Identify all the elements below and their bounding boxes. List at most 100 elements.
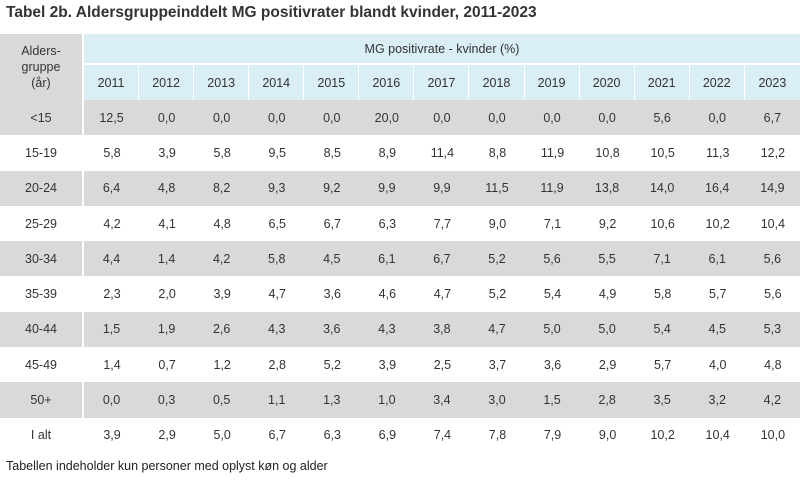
rate-cell: 2,0: [139, 276, 195, 312]
rate-cell: 8,9: [359, 135, 415, 171]
table-row: 40-44 1,5 1,9 2,6 4,3 3,6 4,3 3,8 4,7 5,0 5,0 5,4 4,…: [0, 311, 800, 348]
positivity-rate-table: Alders- gruppe (år) MG positivrate - kvi…: [0, 34, 800, 453]
year-header-cell: 2020: [579, 65, 635, 100]
age-group-label: I alt: [0, 417, 84, 453]
rate-cell: 6,7: [744, 100, 800, 136]
rate-cell: 2,8: [579, 382, 635, 418]
rate-cell: 0,0: [689, 100, 745, 136]
table-row: 20-24 6,4 4,8 8,2 9,3 9,2 9,9 9,9 11,5 11,9 13,8 14…: [0, 170, 800, 206]
rate-cell: 8,5: [304, 135, 360, 171]
table-row: 50+ 0,0 0,3 0,5 1,1 1,3 1,0 3,4 3,0 1,5 2,8 3,5 3,2 4…: [0, 382, 800, 418]
rate-cell: 2,6: [194, 311, 250, 348]
year-header-cell: 2016: [359, 65, 415, 100]
rate-cell: 5,7: [689, 276, 745, 312]
rate-cell: 6,9: [359, 417, 415, 453]
rate-cell: 4,8: [139, 170, 195, 206]
year-header-cell: 2011: [84, 65, 140, 100]
rate-cell: 6,7: [304, 205, 360, 242]
rate-cell: 11,3: [689, 135, 745, 171]
year-header-cell: 2013: [194, 65, 250, 100]
rate-cell: 5,5: [579, 241, 635, 277]
table-row: 15-19 5,8 3,9 5,8 9,5 8,5 8,9 11,4 8,8 11,9 10,8 10…: [0, 135, 800, 171]
rate-cell: 2,8: [249, 347, 305, 383]
rate-cell: 5,0: [579, 311, 635, 348]
rate-cell: 0,7: [139, 347, 195, 383]
year-header-row: 2011 2012 2013 2014 2015 2016 2017 2018 2019 2020…: [0, 65, 800, 100]
rate-cell: 5,2: [469, 241, 525, 277]
rate-cell: 0,0: [304, 100, 360, 136]
rate-cell: 5,7: [634, 347, 690, 383]
rate-cell: 3,6: [304, 311, 360, 348]
rate-cell: 9,0: [579, 417, 635, 453]
rate-cell: 5,8: [634, 276, 690, 312]
year-header-cell: 2017: [414, 65, 470, 100]
rate-cell: 5,0: [194, 417, 250, 453]
rate-cell: 14,9: [744, 170, 800, 206]
age-group-header-line: (år): [31, 76, 51, 90]
rate-cell: 9,0: [469, 205, 525, 242]
rate-cell: 3,9: [194, 276, 250, 312]
age-group-label: 45-49: [0, 347, 84, 383]
rate-cell: 4,5: [689, 311, 745, 348]
rate-cell: 9,2: [304, 170, 360, 206]
age-group-header-line: Alders-: [21, 44, 61, 58]
rate-cell: 5,6: [524, 241, 580, 277]
rate-cell: 5,4: [634, 311, 690, 348]
rate-cell: 6,3: [359, 205, 415, 242]
table-footnote: Tabellen indeholder kun personer med opl…: [6, 459, 328, 473]
rate-cell: 6,7: [414, 241, 470, 277]
table-row: 30-34 4,4 1,4 4,2 5,8 4,5 6,1 6,7 5,2 5,6 5,5 7,1 6,…: [0, 241, 800, 277]
rate-cell: 5,8: [194, 135, 250, 171]
table-row: I alt 3,9 2,9 5,0 6,7 6,3 6,9 7,4 7,8 7,9 9,0 10,2 1…: [0, 417, 800, 453]
rate-cell: 3,2: [689, 382, 745, 418]
table-row: 45-49 1,4 0,7 1,2 2,8 5,2 3,9 2,5 3,7 3,6 2,9 5,7 4,…: [0, 347, 800, 383]
rate-cell: 3,9: [139, 135, 195, 171]
rate-cell: 6,4: [84, 170, 140, 206]
rate-cell: 10,5: [634, 135, 690, 171]
rate-cell: 9,5: [249, 135, 305, 171]
rate-cell: 0,0: [414, 100, 470, 136]
rate-cell: 11,9: [524, 135, 580, 171]
rate-cell: 6,5: [249, 205, 305, 242]
rate-cell: 0,0: [579, 100, 635, 136]
rate-cell: 4,4: [84, 241, 140, 277]
rate-cell: 1,1: [249, 382, 305, 418]
rate-cell: 4,9: [579, 276, 635, 312]
rate-cell: 4,0: [689, 347, 745, 383]
rate-cell: 5,2: [304, 347, 360, 383]
table-body: <15 12,5 0,0 0,0 0,0 0,0 20,0 0,0 0,0 0,0 0,0 5,6 0,…: [0, 100, 800, 453]
rate-cell: 11,5: [469, 170, 525, 206]
rate-cell: 2,9: [139, 417, 195, 453]
rate-cell: 1,5: [84, 311, 140, 348]
rate-cell: 3,0: [469, 382, 525, 418]
rate-cell: 4,7: [469, 311, 525, 348]
rate-cell: 0,0: [194, 100, 250, 136]
rate-cell: 1,4: [84, 347, 140, 383]
rate-cell: 10,2: [689, 205, 745, 242]
rate-cell: 13,8: [579, 170, 635, 206]
rate-cell: 5,0: [524, 311, 580, 348]
rate-cell: 5,8: [84, 135, 140, 171]
rate-cell: 5,4: [524, 276, 580, 312]
rate-cell: 4,3: [359, 311, 415, 348]
rate-cell: 6,1: [359, 241, 415, 277]
rate-cell: 4,6: [359, 276, 415, 312]
rate-cell: 4,7: [414, 276, 470, 312]
rate-cell: 0,0: [469, 100, 525, 136]
rate-cell: 9,9: [414, 170, 470, 206]
rate-cell: 7,1: [634, 241, 690, 277]
rate-cell: 1,3: [304, 382, 360, 418]
rate-cell: 0,0: [524, 100, 580, 136]
rate-cell: 20,0: [359, 100, 415, 136]
rate-cell: 1,4: [139, 241, 195, 277]
rate-cell: 2,9: [579, 347, 635, 383]
rate-cell: 0,0: [139, 100, 195, 136]
age-group-label: 40-44: [0, 311, 84, 348]
rate-cell: 7,7: [414, 205, 470, 242]
rate-cell: 4,2: [744, 382, 800, 418]
year-header-cell: 2015: [304, 65, 360, 100]
rate-cell: 3,6: [524, 347, 580, 383]
rate-cell: 1,9: [139, 311, 195, 348]
year-header-cell: 2023: [744, 65, 800, 100]
rate-cell: 1,5: [524, 382, 580, 418]
